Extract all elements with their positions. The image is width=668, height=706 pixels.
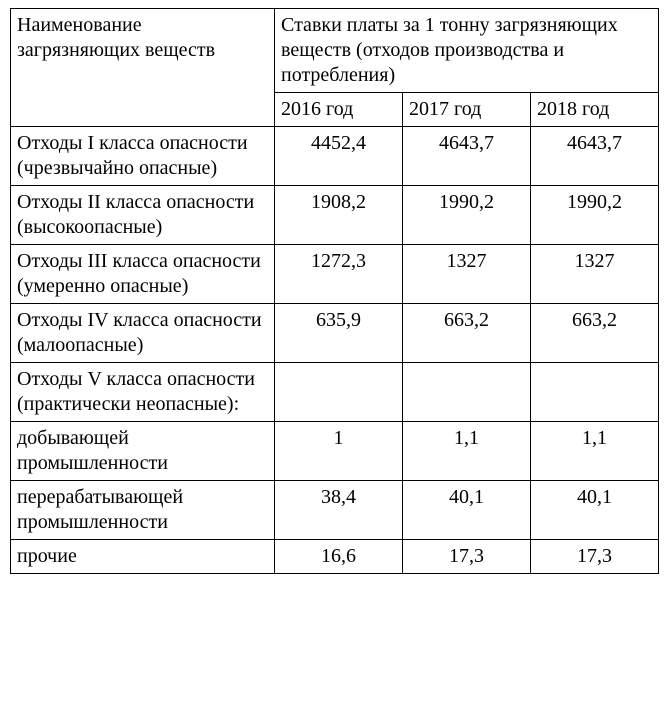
row-value: 40,1 [531,481,659,540]
row-value: 38,4 [275,481,403,540]
row-value: 17,3 [531,540,659,574]
table-row: Отходы I класса опасности (чрезвычайно о… [11,127,659,186]
row-label: Отходы V класса опасности (практически н… [11,363,275,422]
row-value [531,363,659,422]
table-row: Отходы III класса опасности (умеренно оп… [11,245,659,304]
row-value: 4452,4 [275,127,403,186]
row-value: 663,2 [403,304,531,363]
row-value: 4643,7 [403,127,531,186]
row-value: 1990,2 [403,186,531,245]
table-row: прочие 16,6 17,3 17,3 [11,540,659,574]
row-label: добывающей промышленности [11,422,275,481]
row-value: 4643,7 [531,127,659,186]
row-label: Отходы III класса опасности (умеренно оп… [11,245,275,304]
row-value: 1990,2 [531,186,659,245]
row-value: 1272,3 [275,245,403,304]
rates-table: Наименование загрязняющих веществ Ставки… [10,8,659,574]
header-name: Наименование загрязняющих веществ [11,9,275,127]
header-group: Ставки платы за 1 тонну загрязняющих вещ… [275,9,659,93]
row-value: 635,9 [275,304,403,363]
row-value: 1908,2 [275,186,403,245]
row-value: 1,1 [403,422,531,481]
row-value: 40,1 [403,481,531,540]
row-label: прочие [11,540,275,574]
row-label: Отходы I класса опасности (чрезвычайно о… [11,127,275,186]
row-value [275,363,403,422]
row-value: 17,3 [403,540,531,574]
row-label: Отходы IV класса опасности (малоопасные) [11,304,275,363]
row-label: перерабатывающей промышленности [11,481,275,540]
row-label: Отходы II класса опасности (высокоопасны… [11,186,275,245]
table-row: Отходы II класса опасности (высокоопасны… [11,186,659,245]
table-row: Отходы IV класса опасности (малоопасные)… [11,304,659,363]
row-value [403,363,531,422]
table-header-row-1: Наименование загрязняющих веществ Ставки… [11,9,659,93]
header-year-2016: 2016 год [275,93,403,127]
row-value: 1 [275,422,403,481]
row-value: 16,6 [275,540,403,574]
table-row: добывающей промышленности 1 1,1 1,1 [11,422,659,481]
table-row: Отходы V класса опасности (практически н… [11,363,659,422]
table-row: перерабатывающей промышленности 38,4 40,… [11,481,659,540]
header-year-2017: 2017 год [403,93,531,127]
page: Наименование загрязняющих веществ Ставки… [0,0,668,582]
header-year-2018: 2018 год [531,93,659,127]
row-value: 1,1 [531,422,659,481]
row-value: 1327 [531,245,659,304]
row-value: 1327 [403,245,531,304]
row-value: 663,2 [531,304,659,363]
